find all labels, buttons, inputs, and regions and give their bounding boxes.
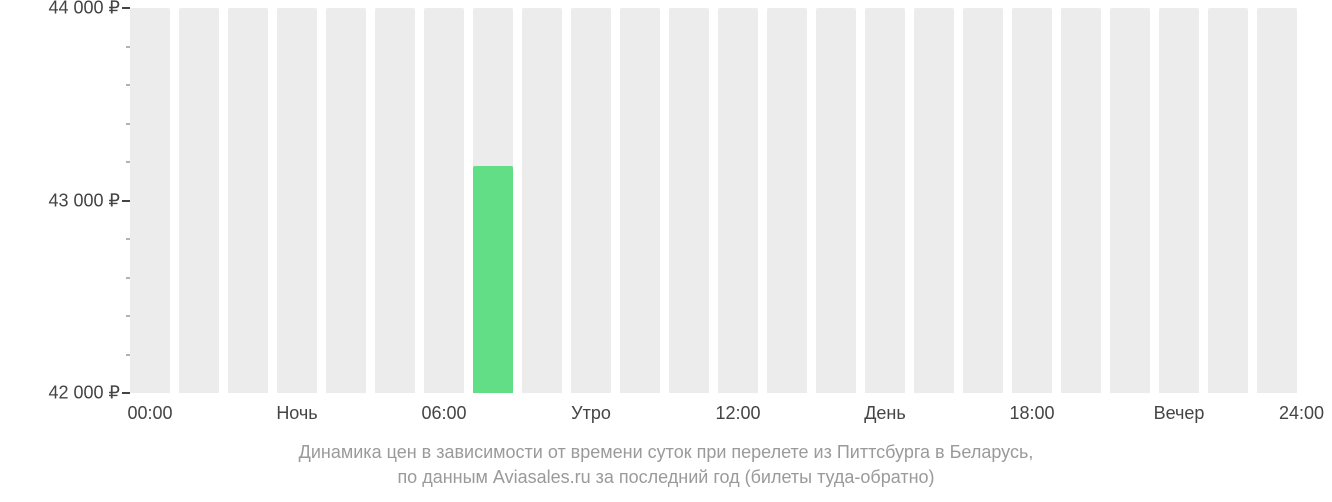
bar-slot — [767, 8, 807, 393]
bar-slot — [571, 8, 611, 393]
bar-slot — [130, 8, 170, 393]
bar-slot — [1257, 8, 1297, 393]
bar-placeholder — [424, 8, 464, 393]
bar-placeholder — [620, 8, 660, 393]
bar-placeholder — [1061, 8, 1101, 393]
bar-placeholder — [669, 8, 709, 393]
chart-caption: Динамика цен в зависимости от времени су… — [0, 440, 1332, 490]
bar-slot — [179, 8, 219, 393]
bar-slot — [228, 8, 268, 393]
bar-placeholder — [228, 8, 268, 393]
bar-slot — [473, 8, 513, 393]
x-axis-label: Утро — [571, 403, 611, 424]
bar-slot — [1061, 8, 1101, 393]
bar-placeholder — [571, 8, 611, 393]
bar-placeholder — [767, 8, 807, 393]
bar-slot — [375, 8, 415, 393]
bar-placeholder — [816, 8, 856, 393]
x-axis-label: Вечер — [1154, 403, 1205, 424]
bar-placeholder — [375, 8, 415, 393]
bar-placeholder — [865, 8, 905, 393]
y-tick-major — [122, 200, 130, 202]
x-axis-label: День — [864, 403, 906, 424]
bar-slot — [620, 8, 660, 393]
x-axis-label: 00:00 — [127, 403, 172, 424]
x-axis-label: 12:00 — [715, 403, 760, 424]
bar-placeholder — [914, 8, 954, 393]
y-axis-label: 44 000 ₽ — [48, 0, 120, 19]
bar-slot — [1159, 8, 1199, 393]
bar-slot — [1208, 8, 1248, 393]
x-axis-label: 24:00 — [1279, 403, 1324, 424]
bar-placeholder — [130, 8, 170, 393]
bar-slot — [277, 8, 317, 393]
bar-slot — [718, 8, 758, 393]
bar-slot — [914, 8, 954, 393]
bar-placeholder — [1110, 8, 1150, 393]
caption-line-2: по данным Aviasales.ru за последний год … — [397, 467, 934, 487]
bar-slot — [865, 8, 905, 393]
bar-placeholder — [1208, 8, 1248, 393]
bar-placeholder — [1257, 8, 1297, 393]
bar-slot — [1012, 8, 1052, 393]
caption-line-1: Динамика цен в зависимости от времени су… — [299, 442, 1034, 462]
y-tick-major — [122, 392, 130, 394]
bar-placeholder — [179, 8, 219, 393]
bar-slot — [424, 8, 464, 393]
plot-area — [130, 8, 1320, 393]
bar-placeholder — [963, 8, 1003, 393]
bar-slot — [1110, 8, 1150, 393]
bar-placeholder — [326, 8, 366, 393]
bar-placeholder — [718, 8, 758, 393]
bar-slot — [963, 8, 1003, 393]
bar-slot — [522, 8, 562, 393]
bar-placeholder — [277, 8, 317, 393]
y-axis-label: 43 000 ₽ — [48, 190, 120, 211]
bar-value — [473, 166, 513, 393]
bar-placeholder — [1012, 8, 1052, 393]
bar-slot — [669, 8, 709, 393]
y-tick-major — [122, 7, 130, 9]
bar-placeholder — [522, 8, 562, 393]
x-axis-label: Ночь — [276, 403, 317, 424]
price-by-hour-chart: 44 000 ₽ 43 000 ₽ 42 000 ₽ 00:00 Ночь 06:00 У… — [0, 0, 1332, 502]
x-axis-label: 06:00 — [421, 403, 466, 424]
bar-placeholder — [1159, 8, 1199, 393]
x-axis-label: 18:00 — [1009, 403, 1054, 424]
bar-slot — [816, 8, 856, 393]
y-axis-label: 42 000 ₽ — [48, 383, 120, 404]
bar-slot — [326, 8, 366, 393]
